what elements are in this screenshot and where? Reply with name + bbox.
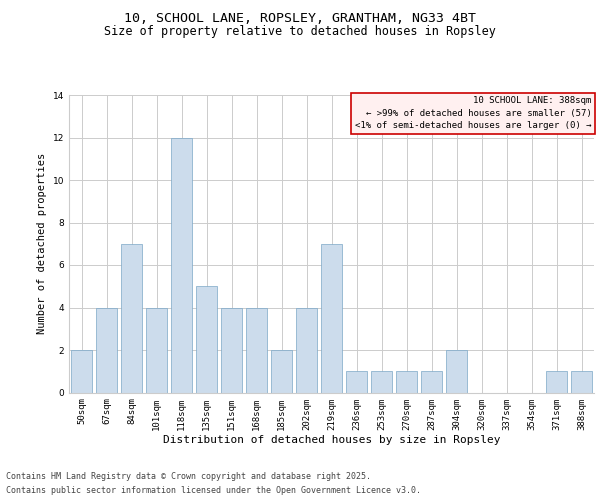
Text: Size of property relative to detached houses in Ropsley: Size of property relative to detached ho… (104, 25, 496, 38)
Bar (321, 244, 342, 392)
Bar (246, 308, 267, 392)
Bar (271, 350, 292, 393)
Bar (346, 371, 367, 392)
Bar (446, 350, 467, 393)
Text: 10, SCHOOL LANE, ROPSLEY, GRANTHAM, NG33 4BT: 10, SCHOOL LANE, ROPSLEY, GRANTHAM, NG33… (124, 12, 476, 26)
Bar (221, 308, 242, 392)
Bar (296, 308, 317, 392)
Text: Contains HM Land Registry data © Crown copyright and database right 2025.: Contains HM Land Registry data © Crown c… (6, 472, 371, 481)
Bar (546, 371, 567, 392)
Bar (146, 308, 167, 392)
Bar (121, 244, 142, 392)
Text: 10 SCHOOL LANE: 388sqm
← >99% of detached houses are smaller (57)
<1% of semi-de: 10 SCHOOL LANE: 388sqm ← >99% of detache… (355, 96, 592, 130)
Bar (371, 371, 392, 392)
X-axis label: Distribution of detached houses by size in Ropsley: Distribution of detached houses by size … (163, 435, 500, 445)
Bar (421, 371, 442, 392)
Bar (96, 308, 117, 392)
Bar (71, 350, 92, 393)
Bar (171, 138, 192, 392)
Bar (196, 286, 217, 393)
Text: Contains public sector information licensed under the Open Government Licence v3: Contains public sector information licen… (6, 486, 421, 495)
Bar (571, 371, 592, 392)
Bar (396, 371, 417, 392)
Y-axis label: Number of detached properties: Number of detached properties (37, 153, 47, 334)
